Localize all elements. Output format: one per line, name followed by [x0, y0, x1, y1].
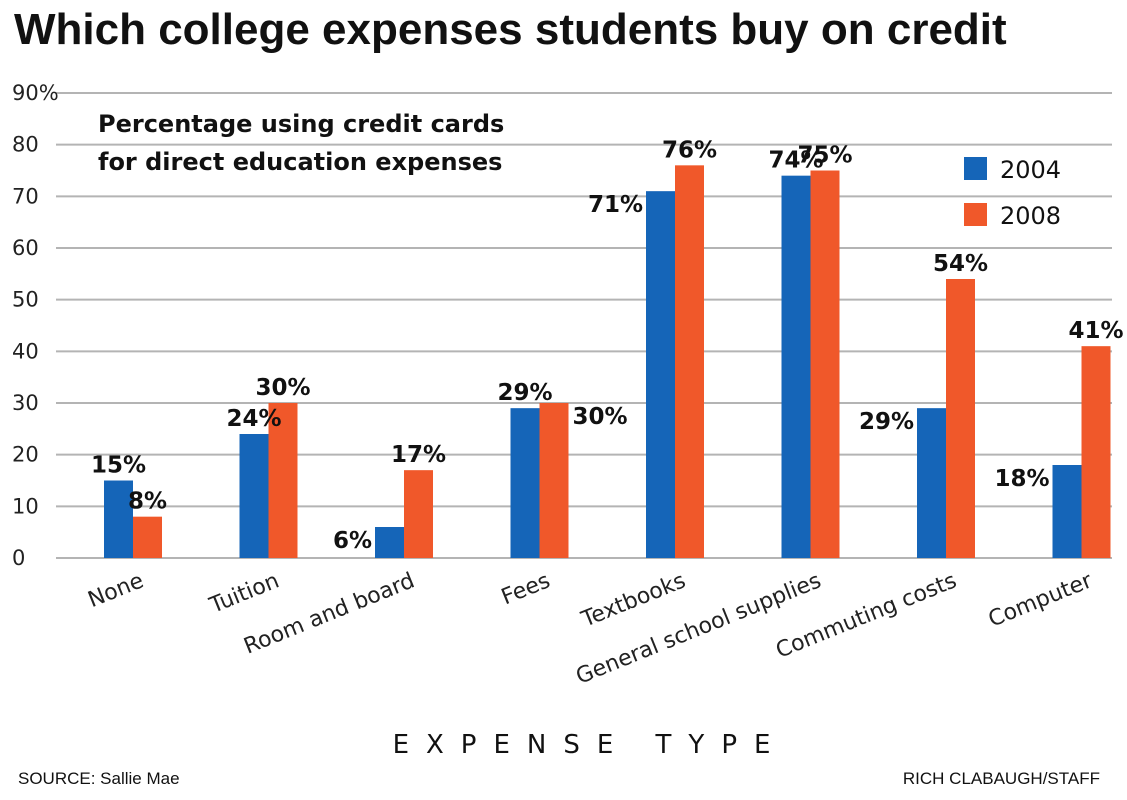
data-label: 29% [859, 409, 914, 435]
source-note: SOURCE: Sallie Mae [18, 769, 180, 788]
data-label: 41% [1068, 318, 1123, 344]
x-tick-label: Fees [498, 568, 554, 610]
bar-2004 [1052, 465, 1082, 558]
data-label: 6% [333, 528, 372, 554]
bar-2004 [917, 408, 946, 558]
y-tick-label: 20 [12, 443, 39, 467]
data-label: 74% [768, 148, 823, 174]
bar-2008 [133, 516, 162, 558]
x-tick-label: General school supplies [573, 568, 825, 689]
data-label: 54% [933, 251, 988, 277]
bar-2008 [404, 470, 433, 558]
legend-label: 2004 [1000, 156, 1061, 184]
chart-title: Which college expenses students buy on c… [14, 5, 1007, 54]
bar-2004 [239, 434, 269, 558]
gridlines [56, 92, 1112, 559]
legend-swatch-2004 [964, 157, 987, 180]
chart-subtitle-line-2: for direct education expenses [98, 148, 502, 176]
x-tick-label: Textbooks [577, 568, 689, 633]
y-tick-label: 80 [12, 133, 39, 157]
bar-2004 [104, 480, 133, 558]
data-label: 24% [226, 406, 281, 432]
bar-2008 [539, 403, 569, 558]
bar-2004 [510, 408, 540, 558]
bar-2008 [1081, 346, 1111, 558]
x-tick-label: Computer [985, 568, 1097, 633]
bar-2008 [675, 165, 704, 559]
bar-2008 [810, 170, 840, 558]
chart-subtitle-line-1: Percentage using credit cards [98, 110, 504, 138]
y-tick-label: 70 [12, 184, 39, 208]
bar-2004 [646, 191, 675, 558]
data-label: 71% [588, 192, 643, 218]
data-label: 18% [994, 466, 1049, 492]
y-tick-label: 0 [12, 546, 25, 570]
data-label: 15% [91, 453, 146, 479]
data-label: 29% [497, 380, 552, 406]
bar-2008 [268, 403, 298, 558]
y-tick-label: 50 [12, 288, 39, 312]
y-tick-label: 90% [12, 81, 59, 105]
legend-label: 2008 [1000, 202, 1061, 230]
data-labels: 15% 8% 24% 30% 6% 17% 29% 30% 71% 76% 74%75% 29% 54%… [91, 137, 1124, 554]
data-label: 17% [391, 442, 446, 468]
y-tick-label: 40 [12, 339, 39, 363]
bar-2004 [375, 527, 404, 558]
credit-note: RICH CLABAUGH/STAFF [903, 769, 1100, 788]
legend: 2004 2008 [964, 156, 1061, 230]
bar-2004 [781, 175, 811, 558]
bars [104, 165, 1111, 559]
x-tick-label: None [85, 568, 148, 613]
x-axis-title: EXPENSE TYPE [393, 730, 788, 760]
x-tick-label: Tuition [205, 568, 282, 619]
y-tick-label: 30 [12, 391, 39, 415]
data-label: 30% [573, 404, 628, 430]
data-label: 30% [255, 375, 310, 401]
data-label: 8% [128, 489, 167, 515]
y-axis-ticks: 0 10 20 30 40 50 60 70 80 90% [12, 81, 59, 570]
data-label: 76% [662, 137, 717, 163]
data-label: 75% [797, 143, 852, 169]
y-tick-label: 60 [12, 236, 39, 260]
legend-swatch-2008 [964, 203, 987, 226]
y-tick-label: 10 [12, 494, 39, 518]
bar-2008 [946, 279, 975, 558]
